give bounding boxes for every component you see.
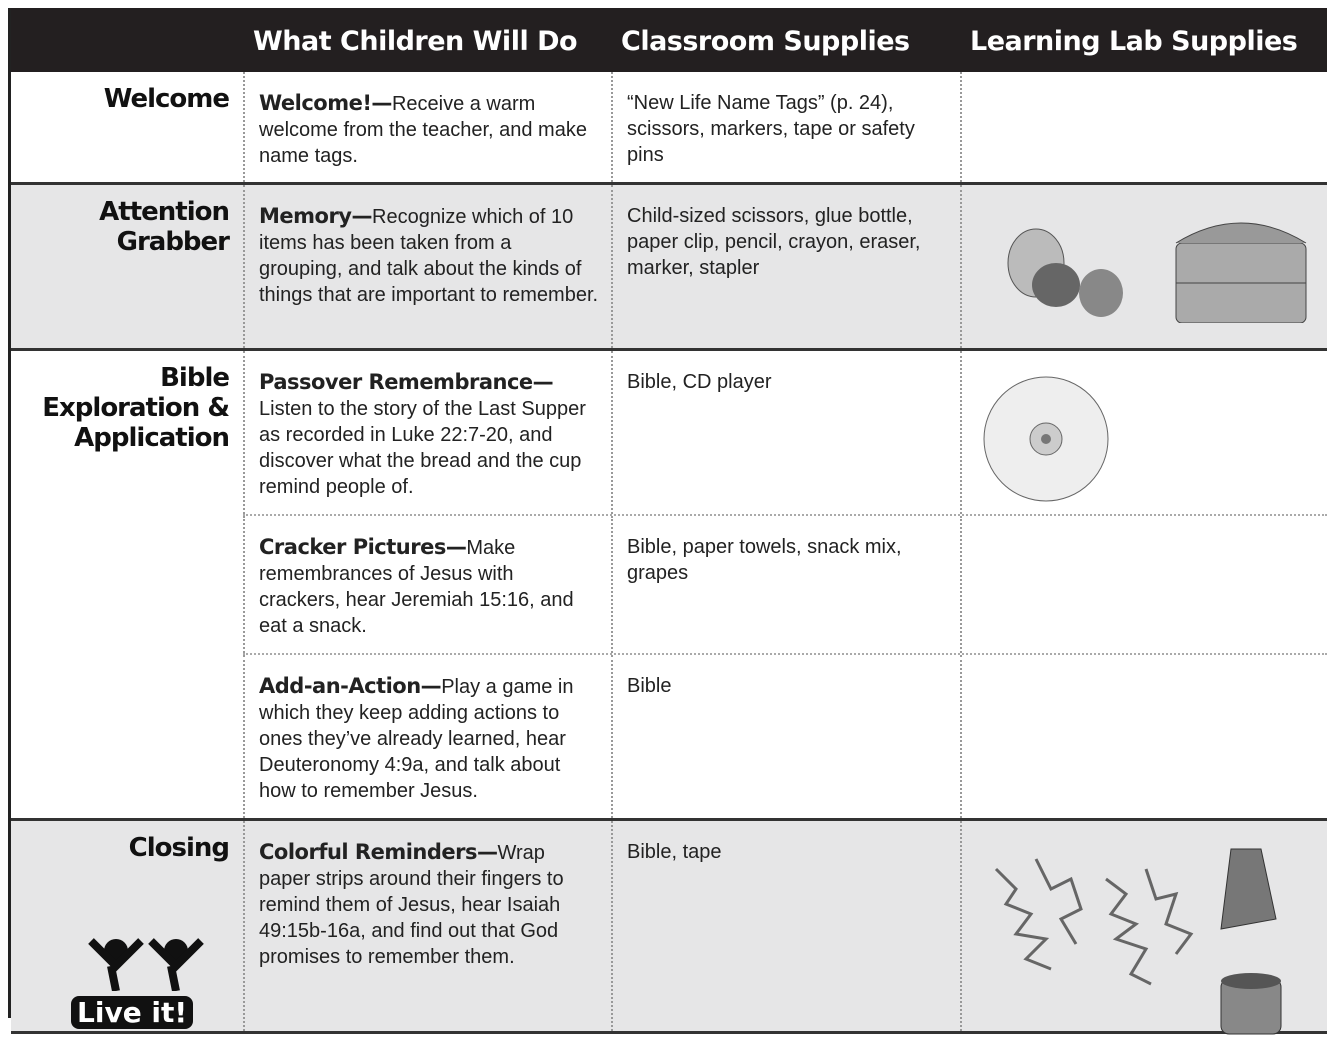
classroom-supplies: Bible, CD player <box>611 351 960 514</box>
activity-row: Add-an-Action—Play a game in which they … <box>243 653 1327 818</box>
section: Attention Grabber Memory—Recognize which … <box>11 185 1327 351</box>
activity-row: Passover Remembrance— Listen to the story… <box>243 351 1327 514</box>
section: Closing Live it! Colorful Reminders—Wrap p… <box>11 821 1327 1035</box>
activity-title: Add-an-Action— <box>259 674 442 698</box>
section: Welcome Welcome!—Receive a warm welcome f… <box>11 72 1327 185</box>
section-label: Attention Grabber <box>99 197 230 257</box>
logo-figures <box>88 938 204 992</box>
logo-text: Live it! <box>71 996 194 1029</box>
activity-description: Play a game in which they keep adding ac… <box>259 676 574 802</box>
section-label: Welcome <box>103 84 230 114</box>
lab-supplies <box>960 351 1327 514</box>
column-header: Learning Lab Supplies <box>970 26 1298 57</box>
table-body: Welcome Welcome!—Receive a warm welcome f… <box>11 72 1327 1035</box>
supply-illustration <box>994 848 1282 1035</box>
activity-cell: Welcome!—Receive a warm welcome from the… <box>243 72 611 182</box>
body: What Children Will Do Classroom Supplies L… <box>8 8 1327 1035</box>
activity-title: Cracker Pictures— <box>259 535 467 559</box>
column-header: Classroom Supplies <box>621 26 910 57</box>
lab-supplies <box>960 516 1327 653</box>
activity-row: Cracker Pictures—Make remembrances of Je… <box>243 514 1327 653</box>
activity-cell: Cracker Pictures—Make remembrances of Je… <box>243 516 611 653</box>
page: {"header":{"columns":["What Children Wil… <box>8 8 1327 1035</box>
activity-row: Welcome!—Receive a warm welcome from the… <box>243 72 1327 182</box>
activity-title: Welcome!— <box>259 91 392 115</box>
lab-supplies <box>960 821 1327 1035</box>
activity-title: Colorful Reminders— <box>259 840 498 864</box>
activity-description: Listen to the story of the Last Supper a… <box>259 398 586 498</box>
classroom-supplies: Bible, tape <box>611 821 960 1031</box>
classroom-supplies: Bible <box>611 655 960 818</box>
supply-illustration <box>983 376 1109 502</box>
activity-row: Memory—Recognize which of 10 items has b… <box>243 185 1327 348</box>
header-row: What Children Will Do Classroom Supplies L… <box>11 8 1327 72</box>
section-label: Bible Exploration & Application <box>42 363 230 453</box>
activity-title: Memory— <box>259 204 373 228</box>
lab-supplies <box>960 72 1327 182</box>
activity-cell: Add-an-Action—Play a game in which they … <box>243 655 611 818</box>
activity-cell: Colorful Reminders—Wrap paper strips aro… <box>243 821 611 1031</box>
activity-description: Receive a warm welcome from the teacher,… <box>259 93 587 167</box>
activity-description: Recognize which of 10 items has been tak… <box>259 206 599 306</box>
activity-row: Colorful Reminders—Wrap paper strips aro… <box>243 821 1327 1035</box>
classroom-supplies: Bible, paper towels, snack mix, grapes <box>611 516 960 653</box>
activity-title: Passover Remembrance— <box>259 370 554 394</box>
classroom-supplies: Child-sized scissors, glue bottle, paper… <box>611 185 960 348</box>
section-label: Closing <box>128 833 230 863</box>
section: Bible Exploration & Application Passover … <box>11 351 1327 821</box>
column-header: What Children Will Do <box>253 26 578 57</box>
supply-illustration <box>1007 222 1307 324</box>
live-it-logo: Live it! <box>71 931 221 1031</box>
lab-supplies <box>960 655 1327 818</box>
classroom-supplies: “New Life Name Tags” (p. 24), scissors, … <box>611 72 960 182</box>
activity-description: Make remembrances of Jesus with crackers… <box>259 537 574 637</box>
activity-cell: Memory—Recognize which of 10 items has b… <box>243 185 611 348</box>
lab-supplies <box>960 185 1327 348</box>
schedule-table: What Children Will Do Classroom Supplies L… <box>8 8 1327 1035</box>
activity-description: Wrap paper strips around their fingers t… <box>259 842 564 968</box>
activity-cell: Passover Remembrance— Listen to the story… <box>243 351 611 514</box>
